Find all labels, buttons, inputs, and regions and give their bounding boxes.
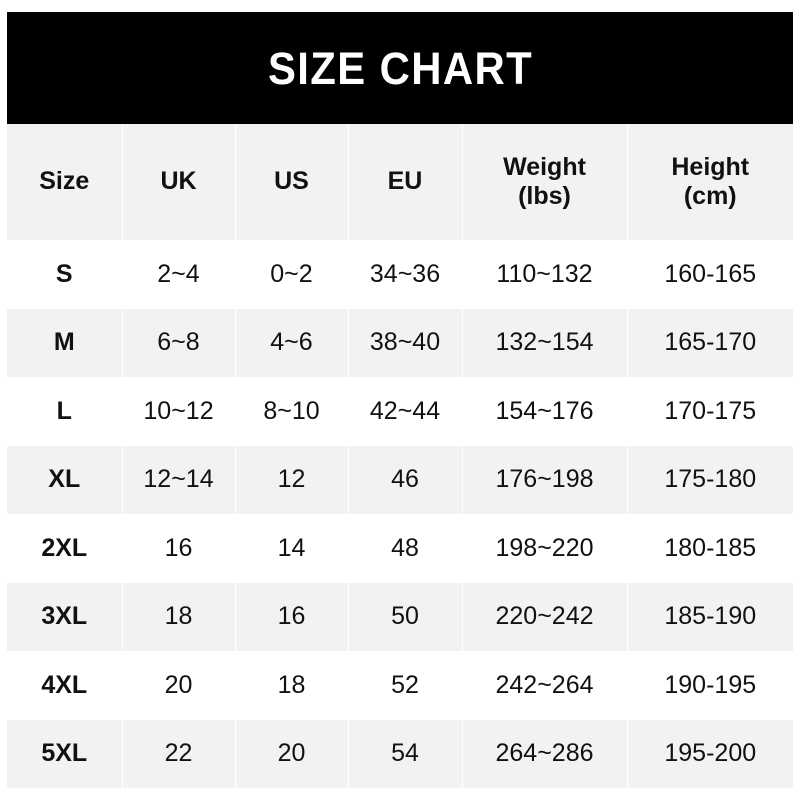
column-header-uk: UK bbox=[122, 124, 236, 240]
cell-size: S bbox=[7, 240, 123, 309]
cell-weight: 220~242 bbox=[462, 582, 628, 651]
cell-us: 16 bbox=[235, 582, 349, 651]
column-header-us-line1: US bbox=[274, 167, 309, 196]
column-header-weight-line2: (lbs) bbox=[518, 182, 571, 210]
cell-weight: 198~220 bbox=[462, 514, 628, 583]
column-header-us: US bbox=[235, 124, 349, 240]
cell-uk: 2~4 bbox=[122, 240, 236, 309]
cell-eu: 50 bbox=[348, 582, 463, 651]
cell-uk: 22 bbox=[122, 719, 236, 788]
cell-uk: 6~8 bbox=[122, 308, 236, 377]
cell-size: 2XL bbox=[7, 514, 123, 583]
cell-uk: 16 bbox=[122, 514, 236, 583]
cell-us: 0~2 bbox=[235, 240, 349, 309]
cell-height: 190-195 bbox=[664, 670, 757, 699]
size-chart-table: Size UK US EU Weight (lbs) Height (cm) bbox=[7, 124, 793, 788]
cell-weight: 132~154 bbox=[462, 308, 628, 377]
cell-height: 180-185 bbox=[664, 533, 757, 562]
cell-us: 4~6 bbox=[235, 308, 349, 377]
cell-eu: 52 bbox=[348, 651, 463, 720]
column-header-eu: EU bbox=[348, 124, 463, 240]
cell-size: 5XL bbox=[7, 719, 123, 788]
cell-size: 3XL bbox=[7, 582, 123, 651]
table-row: 3XL 18 16 50 220~242 185-190 bbox=[7, 582, 793, 651]
cell-us: 18 bbox=[235, 651, 349, 720]
column-header-height: Height (cm) bbox=[627, 124, 793, 240]
table-row: L 10~12 8~10 42~44 154~176 170-175 bbox=[7, 377, 793, 446]
cell-uk: 10~12 bbox=[122, 377, 236, 446]
table-header: Size UK US EU Weight (lbs) Height (cm) bbox=[7, 124, 793, 240]
cell-uk: 18 bbox=[122, 582, 236, 651]
table-row: 4XL 20 18 52 242~264 190-195 bbox=[7, 651, 793, 720]
header-row: Size UK US EU Weight (lbs) Height (cm) bbox=[7, 124, 793, 240]
cell-eu: 34~36 bbox=[348, 240, 463, 309]
title-banner: SIZE CHART bbox=[7, 12, 793, 124]
cell-height: 160-165 bbox=[664, 259, 757, 288]
cell-eu: 48 bbox=[348, 514, 463, 583]
cell-eu: 42~44 bbox=[348, 377, 463, 446]
cell-us: 20 bbox=[235, 719, 349, 788]
cell-height: 165-170 bbox=[664, 328, 757, 357]
cell-eu: 54 bbox=[348, 719, 463, 788]
column-header-uk-line1: UK bbox=[160, 167, 197, 196]
column-header-height-line1: Height bbox=[671, 152, 750, 181]
table-row: XL 12~14 12 46 176~198 175-180 bbox=[7, 445, 793, 514]
column-header-eu-line1: EU bbox=[387, 167, 423, 196]
cell-size: M bbox=[7, 308, 123, 377]
cell-height: 195-200 bbox=[664, 739, 757, 768]
page-title: SIZE CHART bbox=[267, 42, 533, 94]
column-header-weight-line1: Weight bbox=[503, 152, 586, 181]
cell-us: 8~10 bbox=[235, 377, 349, 446]
column-header-size-line1: Size bbox=[39, 167, 90, 196]
cell-weight: 176~198 bbox=[462, 445, 628, 514]
cell-height: 170-175 bbox=[664, 396, 757, 425]
column-header-weight: Weight (lbs) bbox=[462, 124, 628, 240]
cell-weight: 110~132 bbox=[462, 240, 628, 309]
table-row: 5XL 22 20 54 264~286 195-200 bbox=[7, 719, 793, 788]
cell-size: 4XL bbox=[7, 651, 123, 720]
cell-height: 175-180 bbox=[664, 465, 757, 494]
table-row: 2XL 16 14 48 198~220 180-185 bbox=[7, 514, 793, 583]
cell-uk: 20 bbox=[122, 651, 236, 720]
cell-us: 14 bbox=[235, 514, 349, 583]
cell-size: XL bbox=[7, 445, 123, 514]
cell-weight: 264~286 bbox=[462, 719, 628, 788]
table-row: M 6~8 4~6 38~40 132~154 165-170 bbox=[7, 308, 793, 377]
cell-us: 12 bbox=[235, 445, 349, 514]
cell-size: L bbox=[7, 377, 123, 446]
table-row: S 2~4 0~2 34~36 110~132 160-165 bbox=[7, 240, 793, 309]
column-header-size: Size bbox=[7, 124, 123, 240]
table-body: S 2~4 0~2 34~36 110~132 160-165 M 6~8 4~… bbox=[7, 240, 793, 788]
cell-weight: 242~264 bbox=[462, 651, 628, 720]
cell-height: 185-190 bbox=[664, 602, 757, 631]
column-header-height-line2: (cm) bbox=[683, 182, 737, 210]
cell-eu: 38~40 bbox=[348, 308, 463, 377]
cell-eu: 46 bbox=[348, 445, 463, 514]
cell-weight: 154~176 bbox=[462, 377, 628, 446]
cell-uk: 12~14 bbox=[122, 445, 236, 514]
